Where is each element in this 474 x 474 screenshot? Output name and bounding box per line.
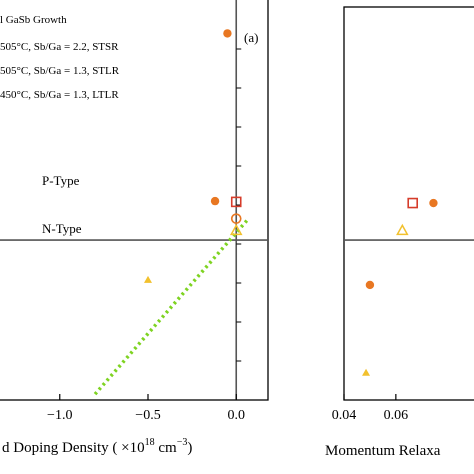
legend-title: l GaSb Growth	[0, 14, 67, 26]
x-tick-label: −0.5	[135, 408, 160, 423]
panel-label: (a)	[244, 30, 258, 45]
marker-open-square-0-0	[407, 197, 419, 209]
x-axis-label-a-close: )	[187, 440, 192, 456]
x-tick-label: 0.06	[384, 408, 409, 423]
x-tick-label: 0.0	[227, 408, 245, 423]
x-axis-label-b: Momentum Relaxa	[325, 443, 441, 459]
x-axis-label-a-exp: 18	[145, 437, 155, 448]
x-axis-label-a-main: d Doping Density ( ×10	[2, 440, 145, 456]
x-axis-label-a-unit-exp: −3	[177, 437, 188, 448]
panel-a-markers	[144, 29, 243, 283]
marker-open-square-1-0	[230, 196, 242, 208]
legend-entry-ltlr: 450°C, Sb/Ga = 1.3, LTLR	[0, 89, 119, 101]
marker-filled-circle-1-1	[365, 280, 375, 290]
marker-open-triangle-2-0	[396, 223, 409, 236]
x-tick-label: 0.04	[332, 408, 357, 423]
marker-filled-circle-0-1	[210, 196, 220, 206]
x-axis-label-a: d Doping Density ( ×1018 cm−3)	[2, 437, 192, 456]
n-type-label: N-Type	[42, 221, 82, 236]
panel-b: 0.04 0.06 Momentum Relaxa	[325, 6, 474, 459]
marker-filled-triangle-3-0	[362, 368, 371, 376]
marker-filled-circle-1-0	[429, 198, 438, 208]
x-axis-label-a-unit: cm	[155, 440, 177, 456]
panel-b-markers	[362, 197, 438, 376]
marker-filled-circle-0-0	[223, 29, 232, 38]
x-tick-label: −1.0	[47, 408, 72, 423]
panel-a-fit-line-group	[93, 219, 249, 396]
panel-b-frame	[343, 6, 474, 401]
panel-a-frame	[0, 0, 269, 401]
p-type-label: P-Type	[42, 173, 80, 188]
legend-entry-stsr: 505°C, Sb/Ga = 2.2, STSR	[0, 41, 119, 53]
legend: l GaSb Growth 505°C, Sb/Ga = 2.2, STSR 5…	[0, 14, 120, 101]
panel-b-ticks: 0.04 0.06	[332, 394, 408, 423]
marker-open-triangle-3-0	[229, 223, 243, 236]
marker-filled-triangle-4-0	[144, 275, 152, 283]
panel-a: −1.0 −0.5 0.0 (a) P-Type N-Type l GaSb Gro…	[0, 0, 269, 456]
panel-a-reference-lines	[0, 0, 268, 400]
legend-entry-stlr: 505°C, Sb/Ga = 1.3, STLR	[0, 65, 120, 77]
panel-a-ticks: −1.0 −0.5 0.0	[47, 394, 245, 423]
marker-open-circle-2-0	[230, 213, 242, 224]
fit-line	[93, 219, 249, 396]
